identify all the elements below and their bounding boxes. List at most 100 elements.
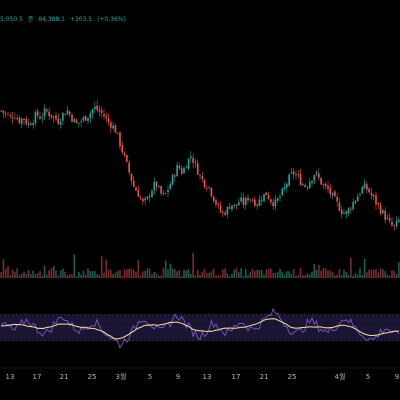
candle-body xyxy=(382,210,384,214)
volume-bar xyxy=(178,269,181,278)
candle-body xyxy=(299,174,302,186)
volume-bar xyxy=(217,274,220,278)
candle-body xyxy=(388,218,391,221)
volume-bar xyxy=(75,275,78,278)
candle-body xyxy=(50,114,53,118)
candle-body xyxy=(94,106,96,110)
candle-body xyxy=(350,208,352,210)
candle-body xyxy=(25,118,28,125)
x-axis-tick-label: 5 xyxy=(366,373,370,381)
candle-body xyxy=(270,199,272,203)
candle-body xyxy=(308,182,311,189)
candle-body xyxy=(224,212,226,215)
volume-bar xyxy=(295,275,297,278)
candle-body xyxy=(276,197,279,201)
volume-bar xyxy=(206,273,208,278)
candle-body xyxy=(356,196,359,202)
candle-body xyxy=(311,180,313,183)
candle-body xyxy=(352,202,354,210)
candle-body xyxy=(315,172,318,174)
volume-bar xyxy=(32,270,34,278)
volume-bar xyxy=(308,274,311,278)
volume-bar xyxy=(192,252,194,278)
volume-bar xyxy=(23,271,25,278)
candle-body xyxy=(219,205,222,212)
volume-bar xyxy=(366,272,368,278)
candle-body xyxy=(32,123,34,126)
candle-body xyxy=(52,116,55,118)
volume-bar xyxy=(352,275,354,278)
volume-bar xyxy=(171,268,174,278)
volume-bar xyxy=(39,271,41,278)
candle-body xyxy=(82,117,85,121)
volume-bar xyxy=(292,269,295,278)
volume-bar xyxy=(258,270,261,278)
volume-bar xyxy=(41,275,44,278)
volume-bar xyxy=(320,270,322,278)
volume-bar xyxy=(185,270,188,278)
volume-bar xyxy=(260,269,263,278)
volume-bar xyxy=(34,274,37,278)
candle-body xyxy=(212,196,215,202)
volume-bar xyxy=(87,268,89,278)
candle-body xyxy=(320,177,322,185)
volume-bar xyxy=(288,271,290,278)
volume-bar xyxy=(272,272,274,278)
volume-bar xyxy=(265,269,268,278)
candle-body xyxy=(393,225,396,227)
candle-body xyxy=(302,184,304,186)
candle-body xyxy=(71,114,73,122)
candle-body xyxy=(379,205,382,214)
legend-open-value: 5,050.5 xyxy=(0,16,23,23)
volume-bar xyxy=(199,274,201,278)
volume-bar xyxy=(347,274,350,278)
candle-body xyxy=(151,190,153,198)
candle-body xyxy=(343,212,345,214)
candle-body xyxy=(372,194,375,197)
volume-bar xyxy=(190,273,192,278)
volume-bar xyxy=(359,268,361,278)
candle-body xyxy=(100,110,103,113)
volume-bar xyxy=(222,269,224,278)
candle-body xyxy=(265,192,268,196)
candle-body xyxy=(73,118,76,123)
volume-bar xyxy=(142,271,144,278)
volume-bar xyxy=(267,268,270,278)
candle-body xyxy=(135,187,137,191)
volume-bar xyxy=(116,271,119,278)
volume-bar xyxy=(242,275,245,278)
volume-bar xyxy=(180,275,183,278)
volume-bar xyxy=(302,275,304,278)
x-axis-tick-label: 25 xyxy=(288,373,297,381)
volume-bar xyxy=(7,266,9,278)
volume-bar xyxy=(393,270,396,278)
candle-body xyxy=(30,123,32,125)
volume-bar xyxy=(290,273,293,278)
candle-body xyxy=(297,173,300,176)
candle-body xyxy=(322,184,325,185)
candle-body xyxy=(114,125,117,133)
volume-bar xyxy=(235,268,238,278)
volume-bar xyxy=(311,271,313,278)
candle-body xyxy=(18,117,21,124)
rsi-line xyxy=(0,307,400,349)
volume-bar xyxy=(91,271,94,278)
candle-body xyxy=(148,196,151,197)
candle-body xyxy=(39,116,41,119)
candle-body xyxy=(36,111,39,116)
volume-bar xyxy=(224,268,226,278)
candle-body xyxy=(194,162,197,163)
candle-body xyxy=(183,168,185,174)
candle-body xyxy=(366,184,368,190)
volume-bar xyxy=(89,270,92,278)
candle-body xyxy=(368,188,370,193)
volume-bar xyxy=(135,271,137,278)
volume-bar xyxy=(251,268,254,278)
volume-bar xyxy=(155,273,158,278)
candle-body xyxy=(375,195,377,205)
candle-body xyxy=(128,162,130,173)
candle-body xyxy=(196,163,199,175)
volume-bar xyxy=(395,274,398,278)
